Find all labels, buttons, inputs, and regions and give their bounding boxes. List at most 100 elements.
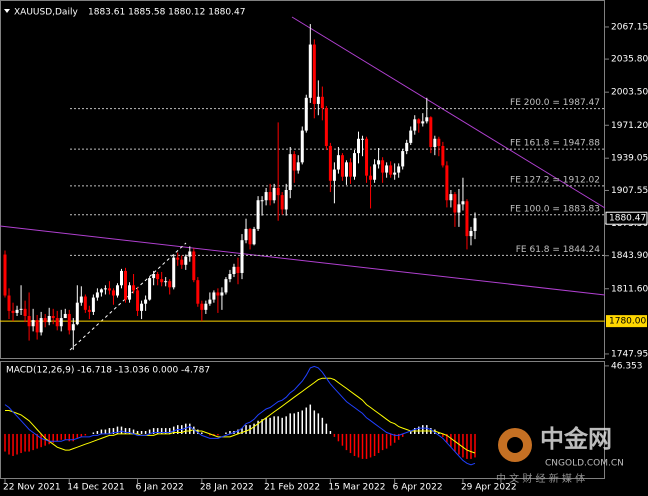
candle-body bbox=[288, 154, 292, 191]
x-tick-label: 6 Apr 2022 bbox=[393, 483, 443, 493]
indicator-line bbox=[4, 365, 476, 466]
candle-body bbox=[220, 292, 224, 296]
candle-body bbox=[27, 316, 31, 327]
candle-body bbox=[35, 320, 39, 333]
candle-body bbox=[3, 254, 7, 296]
candle-body bbox=[348, 162, 352, 177]
trend-line bbox=[291, 16, 606, 209]
last-price: 1880.47 bbox=[609, 214, 646, 224]
y-tick-label: 1811.60 bbox=[611, 284, 648, 294]
candle-body bbox=[453, 194, 457, 213]
fe-label: FE 161.8 = 1947.88 bbox=[510, 139, 600, 149]
trend-line bbox=[0, 225, 606, 296]
y-tick-label: 46.353 bbox=[611, 361, 643, 371]
candle-body bbox=[144, 299, 148, 304]
candle-body bbox=[67, 313, 71, 331]
candle-body bbox=[449, 194, 453, 201]
logo-site: CNGOLD.COM.CN bbox=[545, 459, 624, 469]
candle-body bbox=[156, 274, 160, 280]
price-line-label: 1780.00 bbox=[609, 317, 646, 327]
candle-body bbox=[136, 290, 140, 311]
candle-body bbox=[83, 296, 87, 310]
x-tick-label: 21 Feb 2022 bbox=[264, 483, 320, 493]
candle-body bbox=[393, 172, 397, 175]
candle-body bbox=[252, 228, 256, 245]
x-tick-label: 6 Jan 2022 bbox=[136, 483, 184, 493]
candle-body bbox=[268, 192, 272, 201]
candle-body bbox=[413, 119, 417, 131]
candle-body bbox=[75, 302, 79, 325]
x-tick-label: 14 Dec 2021 bbox=[67, 483, 125, 493]
candle-body bbox=[184, 256, 188, 265]
candle-body bbox=[276, 187, 280, 196]
y-tick-label: 2067.15 bbox=[611, 22, 648, 32]
candle-body bbox=[312, 44, 316, 104]
candle-body bbox=[441, 145, 445, 166]
candle-body bbox=[405, 142, 409, 152]
candle-body bbox=[465, 201, 469, 237]
candle-body bbox=[240, 240, 244, 273]
candle-body bbox=[264, 192, 268, 201]
candle-body bbox=[172, 257, 176, 288]
candle-body bbox=[128, 285, 132, 300]
x-tick-label: 28 Jan 2022 bbox=[200, 483, 254, 493]
y-tick-label: 1939.05 bbox=[611, 154, 648, 164]
candle-body bbox=[148, 278, 152, 300]
candle-body bbox=[433, 138, 437, 147]
candle-body bbox=[39, 318, 43, 333]
candle-body bbox=[140, 303, 144, 311]
candle-body bbox=[152, 274, 156, 279]
candle-body bbox=[389, 165, 393, 175]
candle-body bbox=[469, 230, 473, 237]
candle-body bbox=[296, 162, 300, 171]
candle-body bbox=[308, 44, 312, 98]
candle-body bbox=[19, 308, 23, 310]
candle-body bbox=[332, 169, 336, 181]
macd-pane bbox=[0, 361, 605, 479]
watermark: 中金网 CNGOLD.COM.CN 中 文 财 经 新 媒 体 bbox=[496, 425, 624, 485]
candle-body bbox=[385, 165, 389, 173]
candle-body bbox=[244, 228, 248, 241]
candle-body bbox=[55, 318, 59, 327]
candle-body bbox=[300, 130, 304, 163]
candle-body bbox=[216, 292, 220, 296]
candle-body bbox=[369, 175, 373, 180]
candle-body bbox=[272, 187, 276, 201]
fe-label: FE 100.0 = 1883.83 bbox=[510, 204, 600, 214]
y-tick-label: 1747.95 bbox=[611, 349, 648, 359]
candle-body bbox=[320, 96, 324, 109]
logo-icon bbox=[507, 437, 523, 453]
x-tick-label: 22 Nov 2021 bbox=[3, 483, 61, 493]
candle-body bbox=[224, 279, 228, 293]
x-tick-label: 15 Mar 2022 bbox=[328, 483, 385, 493]
candle-body bbox=[204, 303, 208, 310]
candle-body bbox=[111, 290, 115, 296]
y-tick-label: 1971.20 bbox=[611, 121, 648, 131]
candle-body bbox=[119, 270, 123, 286]
candle-body bbox=[168, 281, 172, 288]
menu-arrow bbox=[4, 9, 10, 13]
fe-label: FE 61.8 = 1844.24 bbox=[516, 245, 601, 255]
candle-body bbox=[160, 279, 164, 283]
candle-body bbox=[47, 316, 51, 323]
symbol: XAUUSD,Daily bbox=[14, 8, 78, 18]
candle-body bbox=[176, 257, 180, 260]
candle-body bbox=[328, 145, 332, 181]
candle-body bbox=[51, 316, 55, 319]
last-price-box bbox=[605, 211, 648, 225]
candle-body bbox=[461, 201, 465, 205]
fe-label: FE 127.2 = 1912.02 bbox=[510, 175, 600, 185]
candle-body bbox=[79, 296, 83, 303]
fe-label: FE 200.0 = 1987.47 bbox=[510, 98, 600, 108]
x-tick-label: 29 Apr 2022 bbox=[461, 483, 517, 493]
logo-text: 中金网 bbox=[540, 425, 612, 453]
candle-body bbox=[365, 138, 369, 176]
candle-body bbox=[87, 309, 91, 312]
candle-body bbox=[164, 281, 168, 283]
candle-body bbox=[473, 218, 477, 231]
candle-body bbox=[344, 162, 348, 177]
candle-body bbox=[377, 160, 381, 165]
candle-body bbox=[236, 266, 240, 273]
candle-body bbox=[95, 292, 99, 298]
